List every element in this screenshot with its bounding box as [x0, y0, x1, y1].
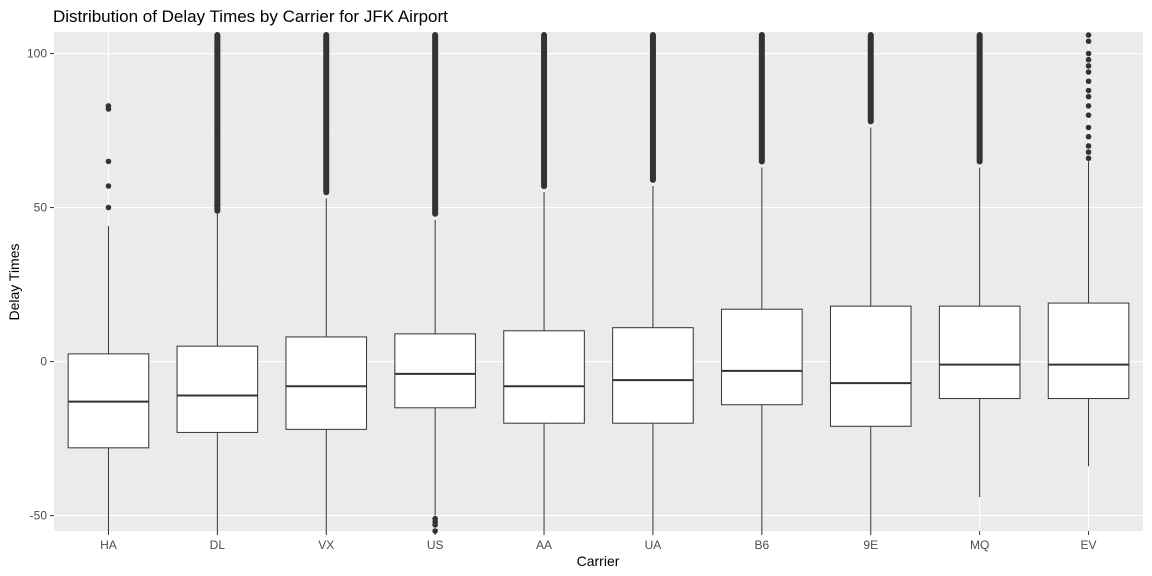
- outlier-point: [1085, 56, 1092, 63]
- plot-panel: [54, 32, 1143, 531]
- outlier-band: [649, 32, 656, 183]
- box: [938, 305, 1021, 400]
- box: [721, 308, 803, 406]
- outlier-point: [1085, 124, 1092, 131]
- box-US: [394, 32, 476, 534]
- x-axis: HA DL VX US AA UA B6 9E MQ EV: [100, 531, 1097, 552]
- y-tick-label: 0: [40, 355, 47, 369]
- chart-title: Distribution of Delay Times by Carrier f…: [53, 7, 448, 26]
- outlier-point: [1085, 143, 1092, 149]
- box-VX: [285, 32, 368, 531]
- outlier-point: [1085, 155, 1092, 162]
- box-HA: [67, 103, 150, 531]
- outlier-point: [1085, 50, 1092, 57]
- outlier-point: [1085, 103, 1092, 109]
- outlier-band: [323, 32, 330, 196]
- box: [285, 336, 368, 430]
- outlier-band: [976, 32, 983, 165]
- box: [503, 330, 585, 424]
- box: [612, 327, 694, 424]
- box: [394, 333, 476, 409]
- y-tick-label: 50: [34, 201, 48, 215]
- outlier-point: [105, 204, 112, 211]
- x-tick-label: MQ: [970, 538, 989, 552]
- box: [1047, 302, 1130, 400]
- x-tick-label: B6: [755, 538, 770, 552]
- x-tick-label: HA: [100, 538, 117, 552]
- outlier-point: [1085, 32, 1092, 38]
- outlier-point: [105, 103, 112, 109]
- box-B6: [721, 32, 803, 531]
- outlier-band: [758, 32, 765, 165]
- y-axis-title: Delay Times: [6, 243, 22, 320]
- box-UA: [612, 32, 694, 531]
- outlier-point: [1085, 133, 1092, 140]
- box-AA: [503, 32, 585, 531]
- outlier-band: [432, 32, 439, 217]
- y-tick-label: -50: [30, 509, 48, 523]
- outlier-point: [1085, 63, 1092, 69]
- box: [829, 305, 912, 427]
- boxplot-marks: [67, 32, 1130, 534]
- box-9E: [829, 32, 912, 531]
- box: [176, 345, 259, 433]
- box-MQ: [938, 32, 1021, 498]
- y-tick-label: 100: [27, 47, 47, 61]
- x-tick-label: EV: [1081, 538, 1097, 552]
- outlier-band: [214, 32, 221, 214]
- outlier-point: [1085, 78, 1092, 85]
- y-axis: -50 0 50 100: [27, 47, 54, 523]
- x-tick-label: 9E: [863, 538, 878, 552]
- outlier-point: [105, 183, 112, 189]
- x-axis-title: Carrier: [577, 553, 620, 569]
- outlier-point: [105, 158, 112, 165]
- outlier-point: [1085, 38, 1092, 45]
- x-tick-label: DL: [210, 538, 226, 552]
- x-tick-label: UA: [645, 538, 662, 552]
- outlier-point: [432, 522, 438, 528]
- outlier-point: [1085, 69, 1092, 75]
- outlier-point: [1085, 149, 1092, 155]
- x-tick-label: AA: [536, 538, 552, 552]
- box-EV: [1047, 32, 1130, 467]
- x-tick-label: VX: [318, 538, 334, 552]
- outlier-band: [541, 32, 548, 190]
- outlier-point: [1085, 93, 1092, 100]
- outlier-point: [1085, 112, 1092, 118]
- outlier-band: [867, 32, 874, 125]
- outlier-point: [1085, 87, 1092, 94]
- x-tick-label: US: [427, 538, 444, 552]
- box-DL: [176, 32, 259, 531]
